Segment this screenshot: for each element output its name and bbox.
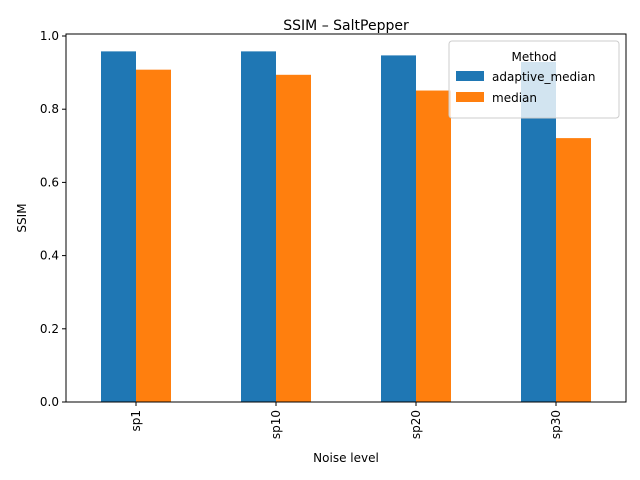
y-tick-label: 1.0	[40, 29, 59, 43]
y-tick-label: 0.0	[40, 395, 59, 409]
bar-adaptive-median-sp30	[521, 61, 556, 403]
y-axis-label: SSIM	[15, 203, 29, 232]
legend-label-median: median	[492, 91, 537, 105]
bar-median-sp10	[276, 74, 311, 403]
bar-median-sp20	[416, 90, 451, 402]
x-tick-label-sp20: sp20	[409, 410, 423, 439]
chart-title: SSIM – SaltPepper	[283, 18, 409, 34]
legend-title: Method	[511, 50, 556, 64]
legend: Method adaptive_median median	[448, 40, 620, 119]
x-tick-label-sp1: sp1	[129, 410, 143, 432]
plot-area	[101, 51, 591, 403]
y-tick-label: 0.2	[40, 322, 59, 336]
bar-adaptive-median-sp1	[101, 51, 136, 402]
bar-median-sp30	[556, 138, 591, 402]
x-axis: sp1 sp10 sp20 sp30	[129, 402, 563, 439]
x-axis-label: Noise level	[313, 451, 379, 465]
axes-frame	[65, 33, 627, 403]
legend-label-adaptive-median: adaptive_median	[492, 70, 595, 84]
y-tick-label: 0.4	[40, 249, 59, 263]
legend-swatch-median	[456, 92, 484, 102]
y-axis: 0.0 0.2 0.4 0.6 0.8 1.0	[40, 29, 66, 409]
legend-swatch-adaptive-median	[456, 71, 484, 81]
bar-median-sp1	[136, 69, 171, 402]
x-tick-label-sp30: sp30	[549, 410, 563, 439]
legend-frame	[448, 40, 620, 119]
bar-adaptive-median-sp10	[241, 51, 276, 402]
y-tick-label: 0.8	[40, 102, 59, 116]
y-tick-label: 0.6	[40, 175, 59, 189]
bar-adaptive-median-sp20	[381, 55, 416, 402]
x-tick-label-sp10: sp10	[269, 410, 283, 439]
